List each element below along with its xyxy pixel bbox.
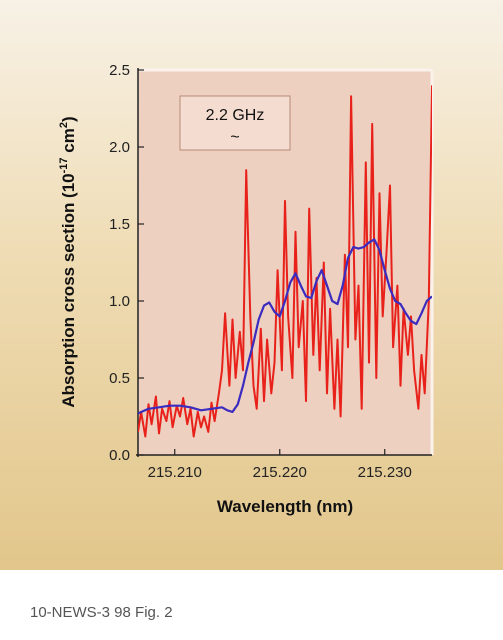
x-axis-label: Wavelength (nm) [217,497,353,516]
y-tick-label: 0.5 [109,370,130,387]
figure-caption: 10-NEWS-3 98 Fig. 2 [30,604,173,621]
y-tick-label: 1.5 [109,216,130,233]
annotation-box [179,95,291,151]
x-ticks: 215.210 215.220 215.230 [148,449,412,481]
annotation-symbol: ~ [230,129,239,146]
x-tick-label: 215.210 [148,464,202,481]
y-tick-label: 0.0 [109,447,130,464]
absorption-chart: 0.0 0.5 1.0 1.5 2.0 2.5 215.210 215.220 215.230… [58,62,434,516]
y-axis-label: Absorption cross section (10-17 cm2) [58,116,78,407]
y-tick-label: 1.0 [109,293,130,310]
smoothed-spectrum-line [138,238,432,415]
x-tick-label: 215.230 [358,464,412,481]
resolution-annotation: 2.2 GHz ~ [179,95,291,151]
x-tick-label: 215.220 [253,464,307,481]
y-tick-label: 2.5 [109,62,130,79]
y-ticks: 0.0 0.5 1.0 1.5 2.0 2.5 [109,62,144,464]
y-tick-label: 2.0 [109,139,130,156]
annotation-label: 2.2 GHz [206,107,265,124]
raw-spectrum-line [138,85,432,438]
